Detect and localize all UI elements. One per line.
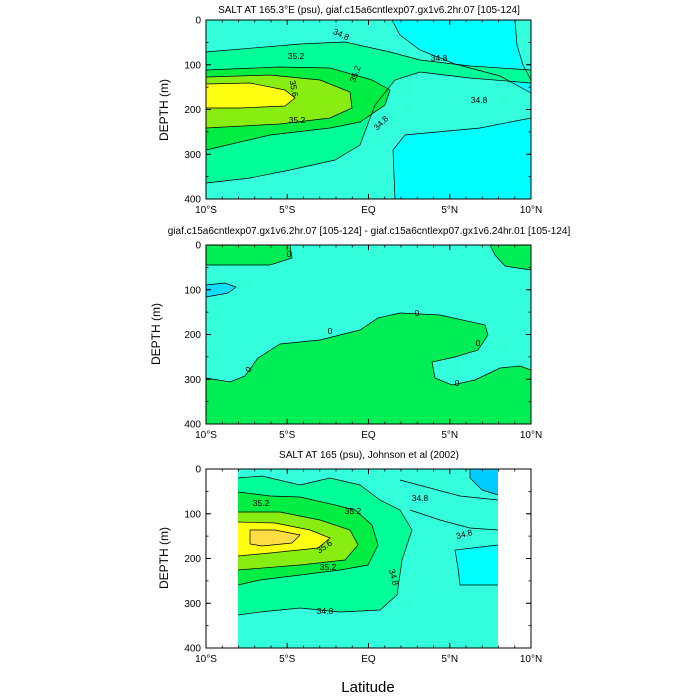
panel-1-contour-label: 35.2: [289, 115, 306, 125]
panel-3-contour-line: [409, 509, 499, 531]
panel-1-contour-label: 35.2: [288, 51, 305, 61]
y-tick-label: 0: [195, 465, 201, 476]
panel-1-title: SALT AT 165.3°E (psu), giaf.c15a6cntlexp…: [218, 5, 520, 16]
y-tick-label: 400: [184, 420, 201, 431]
x-tick-label: 5°N: [441, 205, 458, 216]
panel-2-contour-labels: 0 0 0 0 0 0: [243, 249, 481, 388]
x-tick-label: 10°N: [520, 430, 542, 441]
panel-3-fresh-water-fill: [455, 545, 498, 585]
panel-3-fills: [238, 469, 498, 648]
panel-2-contour-line: [205, 312, 532, 386]
panel-3-contour-line: [469, 469, 499, 496]
panel-1-fills: [206, 20, 531, 199]
panel-2-contour-label: 0: [415, 308, 420, 318]
panel-2-contour-label: 0: [455, 378, 460, 388]
x-axis-label: Latitude: [341, 679, 394, 696]
panel-3-contour-label: 34.8: [317, 606, 334, 616]
panel-3-contour-lines: [237, 469, 499, 616]
x-tick-label: EQ: [361, 654, 376, 665]
panel-2-weak-negative-fill: [206, 283, 236, 297]
panel-2: giaf.c15a6cntlexp07.gx1v6.2hr.07 [105-12…: [149, 226, 570, 441]
panel-2-title: giaf.c15a6cntlexp07.gx1v6.2hr.07 [105-12…: [168, 226, 571, 237]
panel-1-contour-label: 34.8: [431, 53, 448, 63]
panel-1-contour-line: [205, 82, 296, 109]
panel-1-contour-line: [205, 71, 532, 184]
panel-1-y-axis-label: DEPTH (m): [157, 79, 171, 141]
panel-3-y-axis-label: DEPTH (m): [157, 527, 171, 589]
panel-2-contour-label: 0: [476, 338, 481, 348]
panel-3-contour-label: 35.2: [320, 562, 337, 572]
panel-2-contour-label: 0: [328, 326, 333, 336]
y-tick-label: 300: [184, 599, 201, 610]
panel-2-positive-fill: [206, 313, 531, 424]
panel-3-contour-line: [237, 521, 331, 557]
x-tick-label: 10°N: [520, 654, 542, 665]
panel-3: SALT AT 165 (psu), Johnson et al (2002) …: [157, 450, 542, 696]
x-tick-label: EQ: [361, 205, 376, 216]
y-tick-label: 200: [184, 330, 201, 341]
y-tick-label: 0: [195, 241, 201, 252]
y-tick-label: 300: [184, 150, 201, 161]
panel-2-contour-line: [206, 244, 293, 266]
x-tick-label: 5°N: [441, 654, 458, 665]
panel-3-contour-label: 35.2: [345, 506, 362, 516]
panel-1-contour-line: [391, 19, 532, 94]
panel-3-contour-label: 34.8: [412, 493, 429, 503]
panel-1-contour-line: [205, 74, 353, 129]
panel-3-contour-line: [237, 491, 379, 586]
panel-2-contour-line: [489, 244, 532, 271]
x-tick-label: 5°S: [279, 205, 296, 216]
x-tick-label: 5°S: [279, 430, 296, 441]
x-tick-label: 10°S: [195, 430, 217, 441]
panel-3-contour-line: [249, 529, 301, 547]
panel-3-contour-line: [237, 475, 413, 616]
y-tick-label: 300: [184, 375, 201, 386]
panel-2-fills: [206, 245, 531, 424]
panel-1-contour-label: 35.6: [288, 79, 301, 97]
x-tick-label: 10°S: [195, 205, 217, 216]
x-tick-label: EQ: [361, 430, 376, 441]
panel-1-contour-label: 34.8: [471, 95, 488, 105]
y-tick-label: 100: [184, 60, 201, 71]
panel-2-contour-line: [205, 282, 237, 298]
x-tick-label: 10°S: [195, 654, 217, 665]
panel-2-contour-lines: [205, 244, 532, 386]
panel-3-fresh-water-fill: [470, 469, 498, 495]
panel-1-contour-line: [205, 41, 532, 71]
y-tick-label: 400: [184, 195, 201, 206]
panel-2-positive-fill: [206, 245, 292, 265]
panel-3-contour-label: 34.8: [387, 568, 401, 587]
panel-1-contour-line: [205, 66, 391, 151]
x-tick-label: 5°N: [441, 430, 458, 441]
panel-3-contour-line: [399, 479, 499, 501]
panel-2-y-axis-label: DEPTH (m): [149, 303, 163, 365]
panel-1-contour-line: [514, 19, 532, 81]
panel-3-level-35-8-fill: [250, 530, 300, 546]
panel-2-positive-fill: [490, 245, 531, 270]
panel-1-contour-lines: [205, 19, 532, 200]
panel-3-contour-label: 34.8: [455, 527, 474, 541]
x-tick-label: 10°N: [520, 205, 542, 216]
panel-1-fresh-water-fill: [392, 20, 531, 199]
panel-2-contour-label: 0: [287, 249, 292, 259]
panel-3-title: SALT AT 165 (psu), Johnson et al (2002): [279, 450, 459, 461]
y-tick-label: 400: [184, 644, 201, 655]
y-tick-label: 100: [184, 509, 201, 520]
panel-3-contour-line: [237, 511, 359, 571]
panel-2-contour-label: 0: [243, 365, 254, 374]
x-tick-label: 5°S: [279, 654, 296, 665]
panel-1: SALT AT 165.3°E (psu), giaf.c15a6cntlexp…: [157, 5, 542, 216]
y-tick-label: 200: [184, 554, 201, 565]
panel-1-level-35-6-fill: [206, 83, 295, 108]
panel-3-contour-line: [454, 544, 499, 586]
panel-1-contour-line: [392, 117, 532, 200]
y-tick-label: 0: [195, 16, 201, 27]
y-tick-label: 100: [184, 285, 201, 296]
panel-3-contour-label: 35.2: [253, 498, 270, 508]
y-tick-label: 200: [184, 105, 201, 116]
